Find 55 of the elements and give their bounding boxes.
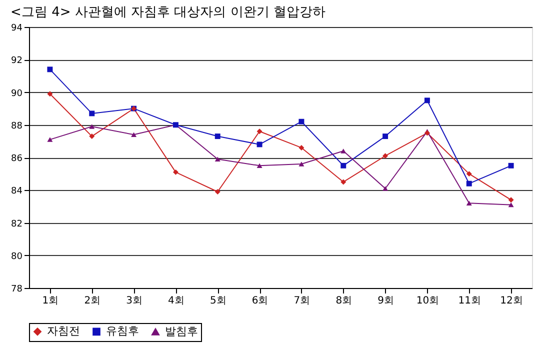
point xyxy=(508,202,514,208)
x-tick-label: 7회 xyxy=(294,296,310,306)
point xyxy=(340,179,346,185)
point xyxy=(131,132,137,138)
point xyxy=(466,180,472,186)
x-tick-label: 11회 xyxy=(458,296,481,306)
x-tick-label: 9회 xyxy=(378,296,394,306)
point xyxy=(382,186,388,191)
chart-title: <그림 4> 사관혈에 자침후 대상자의 이완기 혈압강하 xyxy=(10,5,326,20)
point xyxy=(256,128,262,134)
point xyxy=(256,142,262,148)
x-tick-label: 10회 xyxy=(416,296,440,306)
point xyxy=(47,91,53,97)
point xyxy=(47,66,53,72)
y-tick-label: 82 xyxy=(11,219,22,230)
point xyxy=(89,124,95,129)
point xyxy=(466,200,472,206)
point xyxy=(256,163,262,168)
point xyxy=(508,197,514,203)
x-tick-label: 1회 xyxy=(42,296,59,306)
point xyxy=(466,171,472,177)
point xyxy=(89,134,95,140)
point xyxy=(340,148,346,154)
x-tick-label: 5회 xyxy=(210,296,226,306)
x-tick-label: 3회 xyxy=(126,296,142,306)
legend-label: 발침후 xyxy=(165,324,198,338)
legend-label: 유침후 xyxy=(106,324,139,338)
y-tick-label: 78 xyxy=(11,284,23,294)
y-tick-label: 90 xyxy=(11,88,23,99)
point xyxy=(340,162,346,168)
y-tick-label: 94 xyxy=(11,24,23,34)
y-tick-label: 92 xyxy=(11,56,22,66)
point xyxy=(298,118,304,124)
y-tick-label: 86 xyxy=(11,154,23,164)
y-tick-label: 80 xyxy=(11,252,23,262)
point xyxy=(47,137,53,142)
point xyxy=(214,189,220,194)
point xyxy=(214,156,220,162)
point xyxy=(298,144,304,150)
point xyxy=(214,134,220,140)
point xyxy=(89,110,95,116)
y-tick-label: 84 xyxy=(11,186,23,197)
point xyxy=(382,153,388,159)
x-tick-label: 12회 xyxy=(500,296,523,306)
x-tick-label: 6회 xyxy=(252,296,268,306)
point xyxy=(424,98,430,104)
x-tick-label: 4회 xyxy=(168,296,184,306)
x-tick-label: 2회 xyxy=(84,296,101,306)
y-tick-label: 88 xyxy=(11,121,23,132)
point xyxy=(382,134,388,140)
x-tick-label: 8회 xyxy=(336,296,352,306)
point xyxy=(508,162,514,168)
point xyxy=(298,162,304,166)
point xyxy=(172,169,178,175)
legend-label: 자침전 xyxy=(47,324,80,338)
